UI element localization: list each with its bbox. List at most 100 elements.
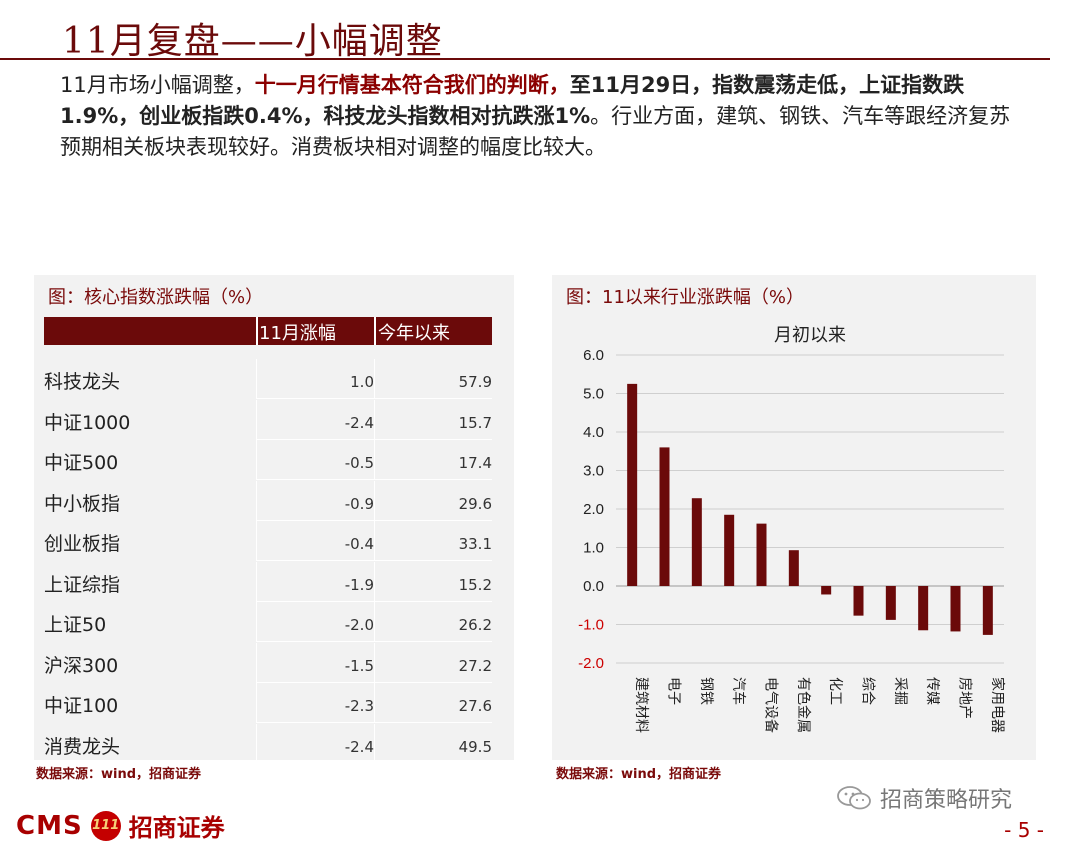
header-nov: 11月涨幅 (259, 323, 336, 344)
y-tick-label: 6.0 (583, 347, 604, 364)
bar (627, 383, 638, 586)
logo-cms-text: CMS (16, 810, 83, 841)
industry-chart-panel: 图：11以来行业涨跌幅（%） 月初以来 6.0 5.0 4.0 3.0 2.0 1.0 0.0… (552, 275, 1036, 760)
cell-separator (374, 561, 375, 602)
index-table-header: 11月涨幅 今年以来 (44, 317, 492, 345)
row-name: 中证1000 (44, 411, 131, 434)
x-tick-label: 有色金属 (795, 677, 812, 733)
header-separator (256, 317, 258, 345)
x-tick-label: 化工 (827, 677, 843, 705)
bar (788, 550, 799, 586)
summary-bold: 至11月29日，指数震荡走低，上证指数跌1.9%，创业板指跌0.4%，科技龙头指… (60, 73, 965, 128)
row-name: 中证100 (44, 695, 119, 717)
row-ytd-value: 15.7 (458, 413, 492, 432)
title-rule-left (0, 58, 55, 60)
row-nov-value: -2.4 (344, 737, 374, 756)
bar (659, 447, 670, 586)
bar (821, 586, 832, 595)
row-divider (256, 681, 492, 683)
row-name: 中小板指 (44, 492, 121, 515)
row-ytd-value: 57.9 (458, 373, 492, 391)
logo-cn-text: 招商证券 (128, 813, 225, 842)
row-name: 科技龙头 (44, 371, 121, 393)
table-row: 创业板指 -0.4 33.1 (44, 521, 492, 561)
row-name: 上证综指 (44, 573, 121, 596)
cell-separator (374, 399, 375, 440)
x-tick-label: 家用电器 (989, 677, 1006, 733)
row-nov-value: 1.0 (350, 373, 374, 391)
row-nov-value: -1.5 (344, 656, 374, 675)
row-nov-value: -0.5 (344, 454, 374, 472)
cell-separator (374, 602, 375, 642)
x-tick-label: 钢铁 (698, 677, 714, 705)
row-divider (256, 479, 492, 480)
bar (918, 586, 929, 631)
header-ytd: 今年以来 (378, 323, 450, 344)
row-divider (256, 641, 492, 642)
summary-paragraph: 11月市场小幅调整，十一月行情基本符合我们的判断，至11月29日，指数震荡走低，… (60, 70, 1025, 163)
bar (885, 586, 896, 620)
row-name: 消费龙头 (44, 735, 121, 758)
cell-separator (374, 683, 375, 723)
table-row: 中证500 -0.5 17.4 (44, 440, 492, 480)
y-tick-label: -1.0 (578, 617, 604, 634)
row-name: 创业板指 (44, 533, 121, 555)
bar (982, 586, 993, 635)
y-tick-label: 2.0 (583, 501, 604, 518)
x-tick-label: 采掘 (892, 677, 908, 705)
row-ytd-value: 26.2 (458, 616, 492, 634)
cell-separator (256, 642, 257, 683)
cell-separator (256, 359, 257, 399)
industry-bar-chart: 月初以来 6.0 5.0 4.0 3.0 2.0 1.0 0.0 -1.0 -2.0 建筑材料 电子钢… (578, 325, 1006, 733)
bar (950, 586, 961, 632)
cell-separator (374, 440, 375, 480)
table-row: 中小板指 -0.9 29.6 (44, 480, 492, 521)
page-number: - 5 - (1004, 818, 1044, 842)
x-tick-label: 汽车 (730, 677, 747, 705)
wechat-account: 招商策略研究 (836, 782, 1012, 814)
x-tick-label: 综合 (860, 677, 876, 705)
bar (724, 514, 735, 586)
table-row: 上证综指 -1.9 15.2 (44, 561, 492, 602)
summary-part-4: 。行业方面，建筑、钢铁、汽车等跟经济复苏预期相关板块表现较好。消费板块相对调整的… (60, 104, 1011, 159)
summary-part-1: 11月市场小幅调整， (60, 73, 255, 97)
row-nov-value: -0.9 (344, 494, 374, 513)
row-divider (256, 560, 492, 561)
cell-separator (374, 480, 375, 521)
cell-separator (256, 561, 257, 602)
row-nov-value: -2.0 (344, 616, 374, 634)
wechat-icon (837, 786, 871, 810)
chart-title: 月初以来 (774, 325, 846, 346)
row-ytd-value: 33.1 (458, 535, 492, 553)
y-tick-label: 5.0 (583, 386, 604, 403)
bar (756, 523, 767, 586)
row-nov-value: -2.3 (344, 697, 374, 715)
table-row: 中证1000 -2.4 15.7 (44, 399, 492, 440)
y-tick-label: 0.0 (583, 578, 604, 595)
bar (853, 586, 864, 616)
row-nov-value: -2.4 (344, 413, 374, 432)
row-ytd-value: 29.6 (458, 494, 492, 513)
summary-highlight: 十一月行情基本符合我们的判断， (254, 73, 570, 97)
row-ytd-value: 27.6 (458, 697, 492, 715)
y-tick-label: 4.0 (583, 424, 604, 441)
x-tick-label: 传媒 (924, 677, 940, 705)
cell-separator (256, 480, 257, 521)
row-divider (256, 722, 492, 723)
row-divider (256, 519, 492, 521)
left-source: 数据来源：wind，招商证券 (36, 767, 202, 782)
x-tick-label: 电子 (666, 677, 682, 705)
logo-badge-icon: 111 (90, 810, 121, 841)
wechat-label: 招商策略研究 (880, 788, 1013, 813)
row-divider (256, 438, 492, 440)
cms-logo: CMS 111 招商证券 (16, 808, 225, 843)
row-nov-value: -0.4 (344, 535, 374, 553)
title-rule (55, 58, 1050, 60)
x-tick-label: 建筑材料 (633, 677, 649, 733)
cell-separator (256, 440, 257, 480)
cell-separator (256, 521, 257, 561)
table-row: 沪深300 -1.5 27.2 (44, 642, 492, 683)
y-tick-label: 1.0 (583, 540, 604, 557)
row-ytd-value: 27.2 (458, 656, 492, 675)
cell-separator (374, 642, 375, 683)
